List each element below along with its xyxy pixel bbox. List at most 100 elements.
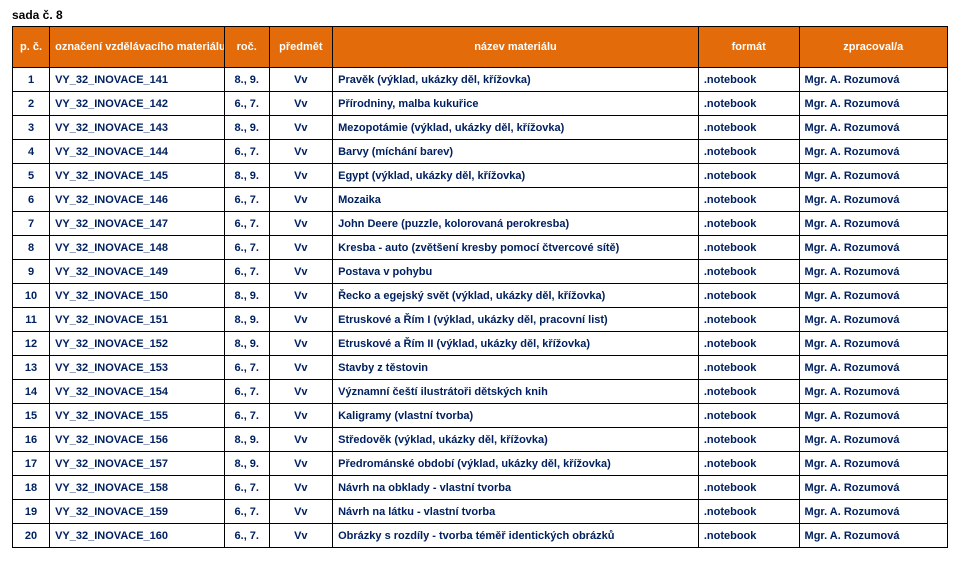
cell-zpr: Mgr. A. Rozumová bbox=[799, 476, 947, 500]
cell-ozn: VY_32_INOVACE_147 bbox=[50, 212, 225, 236]
cell-zpr: Mgr. A. Rozumová bbox=[799, 332, 947, 356]
cell-fmt: .notebook bbox=[698, 236, 799, 260]
cell-fmt: .notebook bbox=[698, 284, 799, 308]
cell-pred: Vv bbox=[269, 140, 333, 164]
cell-ozn: VY_32_INOVACE_160 bbox=[50, 524, 225, 548]
cell-ozn: VY_32_INOVACE_159 bbox=[50, 500, 225, 524]
cell-nazev: Řecko a egejský svět (výklad, ukázky děl… bbox=[333, 284, 699, 308]
cell-fmt: .notebook bbox=[698, 212, 799, 236]
cell-pred: Vv bbox=[269, 380, 333, 404]
cell-pred: Vv bbox=[269, 212, 333, 236]
cell-roc: 8., 9. bbox=[225, 284, 270, 308]
cell-pred: Vv bbox=[269, 188, 333, 212]
cell-pc: 10 bbox=[13, 284, 50, 308]
cell-nazev: Kresba - auto (zvětšení kresby pomocí čt… bbox=[333, 236, 699, 260]
cell-roc: 6., 7. bbox=[225, 380, 270, 404]
table-row: 19VY_32_INOVACE_1596., 7.VvNávrh na látk… bbox=[13, 500, 948, 524]
cell-pred: Vv bbox=[269, 524, 333, 548]
cell-roc: 8., 9. bbox=[225, 164, 270, 188]
cell-ozn: VY_32_INOVACE_150 bbox=[50, 284, 225, 308]
page-title: sada č. 8 bbox=[12, 8, 948, 22]
cell-roc: 6., 7. bbox=[225, 260, 270, 284]
cell-roc: 8., 9. bbox=[225, 452, 270, 476]
cell-nazev: Mozaika bbox=[333, 188, 699, 212]
cell-pc: 11 bbox=[13, 308, 50, 332]
cell-zpr: Mgr. A. Rozumová bbox=[799, 236, 947, 260]
cell-pc: 6 bbox=[13, 188, 50, 212]
cell-fmt: .notebook bbox=[698, 428, 799, 452]
cell-pred: Vv bbox=[269, 452, 333, 476]
cell-nazev: Etruskové a Řím I (výklad, ukázky děl, p… bbox=[333, 308, 699, 332]
cell-zpr: Mgr. A. Rozumová bbox=[799, 92, 947, 116]
cell-pc: 16 bbox=[13, 428, 50, 452]
cell-ozn: VY_32_INOVACE_155 bbox=[50, 404, 225, 428]
table-row: 2VY_32_INOVACE_1426., 7.VvPřírodniny, ma… bbox=[13, 92, 948, 116]
cell-roc: 8., 9. bbox=[225, 308, 270, 332]
cell-nazev: Přírodniny, malba kukuřice bbox=[333, 92, 699, 116]
cell-ozn: VY_32_INOVACE_142 bbox=[50, 92, 225, 116]
table-row: 18VY_32_INOVACE_1586., 7.VvNávrh na obkl… bbox=[13, 476, 948, 500]
table-row: 11VY_32_INOVACE_1518., 9.VvEtruskové a Ř… bbox=[13, 308, 948, 332]
table-row: 8VY_32_INOVACE_1486., 7.VvKresba - auto … bbox=[13, 236, 948, 260]
cell-zpr: Mgr. A. Rozumová bbox=[799, 380, 947, 404]
cell-fmt: .notebook bbox=[698, 356, 799, 380]
cell-zpr: Mgr. A. Rozumová bbox=[799, 356, 947, 380]
table-row: 15VY_32_INOVACE_1556., 7.VvKaligramy (vl… bbox=[13, 404, 948, 428]
cell-pc: 8 bbox=[13, 236, 50, 260]
table-row: 13VY_32_INOVACE_1536., 7.VvStavby z těst… bbox=[13, 356, 948, 380]
cell-zpr: Mgr. A. Rozumová bbox=[799, 164, 947, 188]
cell-nazev: Významní čeští ilustrátoři dětských knih bbox=[333, 380, 699, 404]
cell-zpr: Mgr. A. Rozumová bbox=[799, 428, 947, 452]
cell-ozn: VY_32_INOVACE_151 bbox=[50, 308, 225, 332]
table-row: 20VY_32_INOVACE_1606., 7.VvObrázky s roz… bbox=[13, 524, 948, 548]
cell-pc: 9 bbox=[13, 260, 50, 284]
cell-roc: 6., 7. bbox=[225, 524, 270, 548]
table-row: 14VY_32_INOVACE_1546., 7.VvVýznamní češt… bbox=[13, 380, 948, 404]
cell-pred: Vv bbox=[269, 332, 333, 356]
cell-roc: 6., 7. bbox=[225, 404, 270, 428]
cell-nazev: Obrázky s rozdíly - tvorba téměř identic… bbox=[333, 524, 699, 548]
cell-pred: Vv bbox=[269, 236, 333, 260]
cell-nazev: Etruskové a Řím II (výklad, ukázky děl, … bbox=[333, 332, 699, 356]
table-body: 1VY_32_INOVACE_1418., 9.VvPravěk (výklad… bbox=[13, 68, 948, 548]
cell-ozn: VY_32_INOVACE_154 bbox=[50, 380, 225, 404]
cell-zpr: Mgr. A. Rozumová bbox=[799, 68, 947, 92]
cell-pc: 18 bbox=[13, 476, 50, 500]
cell-pc: 19 bbox=[13, 500, 50, 524]
cell-pc: 13 bbox=[13, 356, 50, 380]
cell-pc: 17 bbox=[13, 452, 50, 476]
cell-pc: 3 bbox=[13, 116, 50, 140]
cell-nazev: John Deere (puzzle, kolorovaná perokresb… bbox=[333, 212, 699, 236]
table-row: 7VY_32_INOVACE_1476., 7.VvJohn Deere (pu… bbox=[13, 212, 948, 236]
cell-roc: 8., 9. bbox=[225, 68, 270, 92]
cell-fmt: .notebook bbox=[698, 524, 799, 548]
cell-zpr: Mgr. A. Rozumová bbox=[799, 284, 947, 308]
cell-zpr: Mgr. A. Rozumová bbox=[799, 404, 947, 428]
cell-pred: Vv bbox=[269, 428, 333, 452]
table-row: 3VY_32_INOVACE_1438., 9.VvMezopotámie (v… bbox=[13, 116, 948, 140]
cell-ozn: VY_32_INOVACE_145 bbox=[50, 164, 225, 188]
cell-fmt: .notebook bbox=[698, 116, 799, 140]
cell-zpr: Mgr. A. Rozumová bbox=[799, 500, 947, 524]
cell-pc: 14 bbox=[13, 380, 50, 404]
cell-pred: Vv bbox=[269, 356, 333, 380]
cell-nazev: Návrh na látku - vlastní tvorba bbox=[333, 500, 699, 524]
cell-ozn: VY_32_INOVACE_156 bbox=[50, 428, 225, 452]
cell-zpr: Mgr. A. Rozumová bbox=[799, 212, 947, 236]
cell-fmt: .notebook bbox=[698, 308, 799, 332]
cell-ozn: VY_32_INOVACE_149 bbox=[50, 260, 225, 284]
cell-fmt: .notebook bbox=[698, 404, 799, 428]
cell-fmt: .notebook bbox=[698, 164, 799, 188]
cell-fmt: .notebook bbox=[698, 188, 799, 212]
cell-pc: 20 bbox=[13, 524, 50, 548]
cell-ozn: VY_32_INOVACE_157 bbox=[50, 452, 225, 476]
table-row: 4VY_32_INOVACE_1446., 7.VvBarvy (míchání… bbox=[13, 140, 948, 164]
cell-zpr: Mgr. A. Rozumová bbox=[799, 140, 947, 164]
cell-pc: 12 bbox=[13, 332, 50, 356]
cell-nazev: Kaligramy (vlastní tvorba) bbox=[333, 404, 699, 428]
cell-nazev: Stavby z těstovin bbox=[333, 356, 699, 380]
cell-roc: 8., 9. bbox=[225, 116, 270, 140]
cell-nazev: Barvy (míchání barev) bbox=[333, 140, 699, 164]
cell-roc: 6., 7. bbox=[225, 212, 270, 236]
cell-pred: Vv bbox=[269, 260, 333, 284]
